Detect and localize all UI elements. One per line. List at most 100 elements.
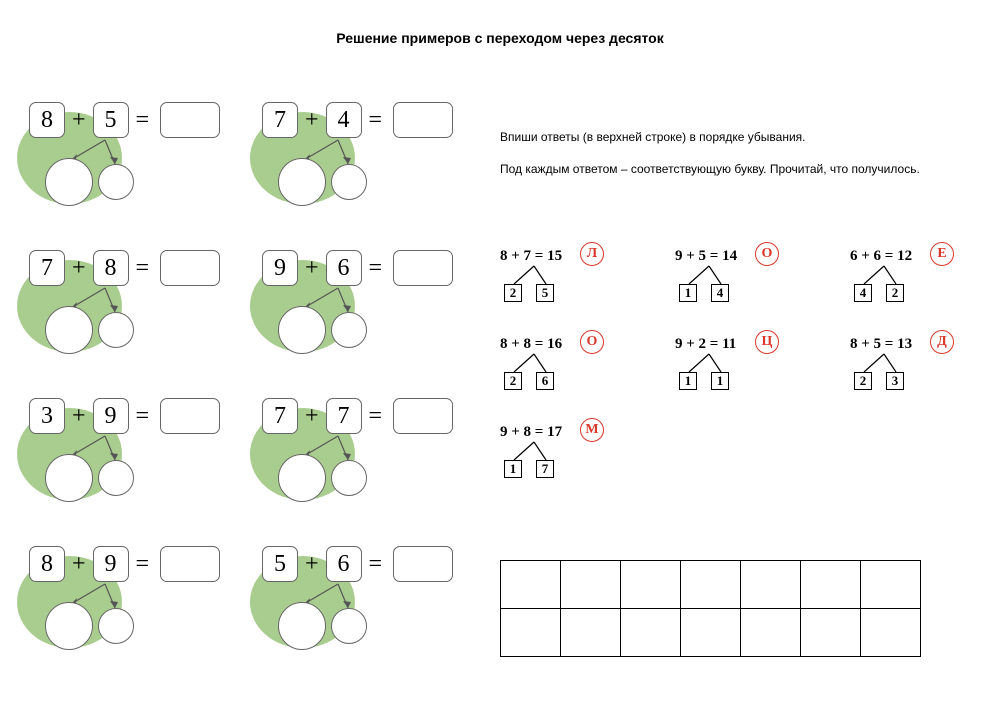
split-value-1: 4 <box>854 284 872 302</box>
equation-line: 5+6= <box>258 546 453 582</box>
split-circle-large[interactable] <box>278 602 326 650</box>
split-lines <box>675 264 735 286</box>
answer-cell[interactable] <box>561 561 621 609</box>
operand-a: 3 <box>29 398 65 434</box>
plus-sign: + <box>305 255 319 282</box>
problems-column: 8+5=7+4=7+8=9+6=3+9=7+7=8+9=5+6= <box>25 100 456 692</box>
answer-cell[interactable] <box>741 561 801 609</box>
letter-problem: 8 + 8 = 16О26 <box>500 336 620 406</box>
answer-cell[interactable] <box>621 609 681 657</box>
split-circle-small[interactable] <box>331 312 367 348</box>
operand-a: 7 <box>29 250 65 286</box>
split-lines <box>500 264 560 286</box>
answer-cell[interactable] <box>861 609 921 657</box>
answer-cell[interactable] <box>621 561 681 609</box>
plus-sign: + <box>72 255 86 282</box>
split-circle-small[interactable] <box>98 164 134 200</box>
equals-sign: = <box>369 255 383 282</box>
equation-line: 8+5= <box>25 102 220 138</box>
plus-sign: + <box>305 107 319 134</box>
addition-problem: 5+6= <box>258 544 456 652</box>
operand-b: 9 <box>93 398 129 434</box>
answer-cell[interactable] <box>681 609 741 657</box>
plus-sign: + <box>72 403 86 430</box>
letter-circle: Д <box>930 330 954 354</box>
operand-b: 8 <box>93 250 129 286</box>
split-value-2: 6 <box>536 372 554 390</box>
split-value-1: 1 <box>679 284 697 302</box>
letter-equation: 9 + 8 = 17 <box>500 424 630 441</box>
split-value-2: 5 <box>536 284 554 302</box>
split-circle-large[interactable] <box>45 306 93 354</box>
letter-problem: 9 + 8 = 17М17 <box>500 424 630 494</box>
answer-cell[interactable] <box>501 561 561 609</box>
split-circle-large[interactable] <box>45 158 93 206</box>
operand-a: 9 <box>262 250 298 286</box>
equals-sign: = <box>136 551 150 578</box>
instructions-block: Впиши ответы (в верхней строке) в порядк… <box>500 130 970 194</box>
split-boxes: 14 <box>679 284 729 302</box>
answer-cell[interactable] <box>801 609 861 657</box>
answer-box[interactable] <box>393 250 453 286</box>
answer-cell[interactable] <box>801 561 861 609</box>
letter-circle: Е <box>930 242 954 266</box>
equation-line: 9+6= <box>258 250 453 286</box>
answer-cell[interactable] <box>501 609 561 657</box>
operand-b: 5 <box>93 102 129 138</box>
split-value-1: 1 <box>504 460 522 478</box>
answer-box[interactable] <box>393 102 453 138</box>
split-circle-large[interactable] <box>278 454 326 502</box>
split-circle-small[interactable] <box>98 608 134 644</box>
split-lines <box>500 352 560 374</box>
equation-line: 8+9= <box>25 546 220 582</box>
plus-sign: + <box>305 403 319 430</box>
addition-problem: 3+9= <box>25 396 223 504</box>
addition-problem: 9+6= <box>258 248 456 356</box>
letter-circle: О <box>580 330 604 354</box>
answer-cell[interactable] <box>861 561 921 609</box>
answer-box[interactable] <box>160 102 220 138</box>
answer-box[interactable] <box>160 250 220 286</box>
split-value-2: 1 <box>711 372 729 390</box>
operand-b: 4 <box>326 102 362 138</box>
split-boxes: 25 <box>504 284 554 302</box>
equation-line: 7+7= <box>258 398 453 434</box>
plus-sign: + <box>305 551 319 578</box>
operand-b: 7 <box>326 398 362 434</box>
split-value-2: 3 <box>886 372 904 390</box>
instruction-line-2: Под каждым ответом – соответствующую бук… <box>500 162 970 176</box>
split-circle-small[interactable] <box>331 164 367 200</box>
split-value-1: 2 <box>504 372 522 390</box>
equals-sign: = <box>136 255 150 282</box>
equals-sign: = <box>369 107 383 134</box>
operand-a: 8 <box>29 102 65 138</box>
operand-a: 5 <box>262 546 298 582</box>
split-circle-small[interactable] <box>98 460 134 496</box>
letter-problem: 6 + 6 = 12Е42 <box>850 248 970 318</box>
split-lines <box>850 352 910 374</box>
page-title: Решение примеров с переходом через десят… <box>0 30 1000 46</box>
answer-cell[interactable] <box>681 561 741 609</box>
answer-box[interactable] <box>160 546 220 582</box>
answer-box[interactable] <box>393 546 453 582</box>
equation-line: 7+4= <box>258 102 453 138</box>
split-circle-small[interactable] <box>98 312 134 348</box>
split-circle-large[interactable] <box>278 158 326 206</box>
answer-box[interactable] <box>160 398 220 434</box>
equals-sign: = <box>369 551 383 578</box>
answer-cell[interactable] <box>741 609 801 657</box>
letter-circle: Л <box>580 242 604 266</box>
split-boxes: 23 <box>854 372 904 390</box>
plus-sign: + <box>72 107 86 134</box>
split-lines <box>850 264 910 286</box>
instruction-line-1: Впиши ответы (в верхней строке) в порядк… <box>500 130 970 144</box>
split-circle-large[interactable] <box>45 454 93 502</box>
addition-problem: 7+4= <box>258 100 456 208</box>
answer-cell[interactable] <box>561 609 621 657</box>
split-circle-small[interactable] <box>331 460 367 496</box>
split-circle-large[interactable] <box>278 306 326 354</box>
split-circle-large[interactable] <box>45 602 93 650</box>
letter-circle: Ц <box>755 330 779 354</box>
answer-box[interactable] <box>393 398 453 434</box>
split-circle-small[interactable] <box>331 608 367 644</box>
